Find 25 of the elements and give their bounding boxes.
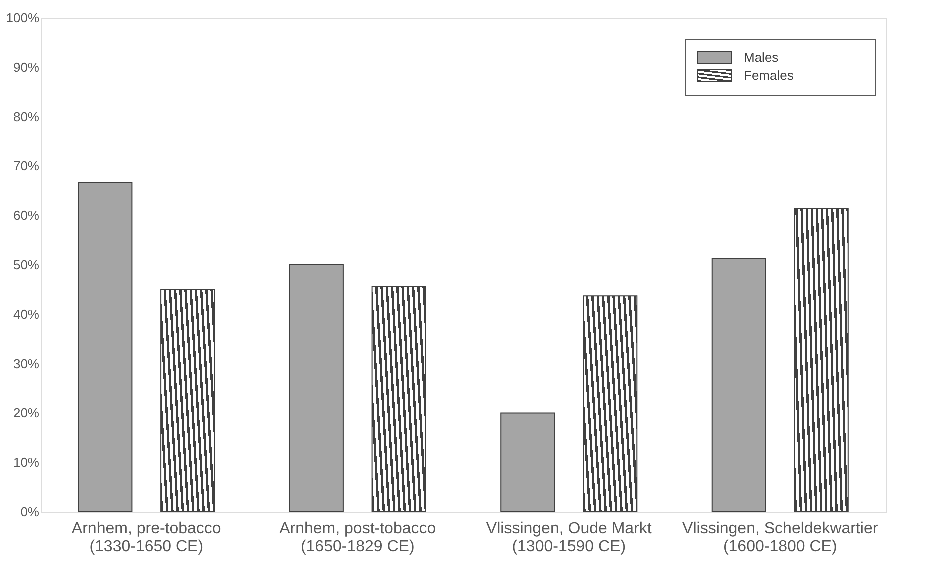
y-tick-label: 10% xyxy=(13,455,40,470)
y-tick-label: 30% xyxy=(13,356,40,372)
y-tick-label: 80% xyxy=(13,109,40,124)
bar xyxy=(160,289,216,512)
y-tick-label: 0% xyxy=(20,504,40,520)
x-tick-label: Vlissingen, Oude Markt (1300-1590 CE) xyxy=(486,520,652,556)
bar xyxy=(500,412,556,512)
y-tick-label: 20% xyxy=(13,406,40,421)
bar xyxy=(583,296,638,512)
y-tick-label: 90% xyxy=(13,60,40,75)
legend-label: Females xyxy=(744,68,794,83)
bar xyxy=(289,264,344,512)
y-tick-label: 100% xyxy=(6,10,40,26)
x-tick-label: Arnhem, pre-tobacco (1330-1650 CE) xyxy=(72,520,222,556)
x-tick-label: Arnhem, post-tobacco (1650-1829 CE) xyxy=(280,520,436,556)
bar xyxy=(794,208,849,512)
bar xyxy=(372,286,426,512)
y-tick-label: 70% xyxy=(13,158,40,174)
bar xyxy=(78,182,133,512)
y-tick-label: 60% xyxy=(13,208,40,224)
y-tick-label: 40% xyxy=(13,306,40,322)
legend-label: Males xyxy=(744,50,780,65)
x-tick-label: Vlissingen, Scheldekwartier (1600-1800 CE) xyxy=(682,520,879,556)
y-tick-label: 50% xyxy=(13,258,40,272)
bar xyxy=(712,258,766,512)
